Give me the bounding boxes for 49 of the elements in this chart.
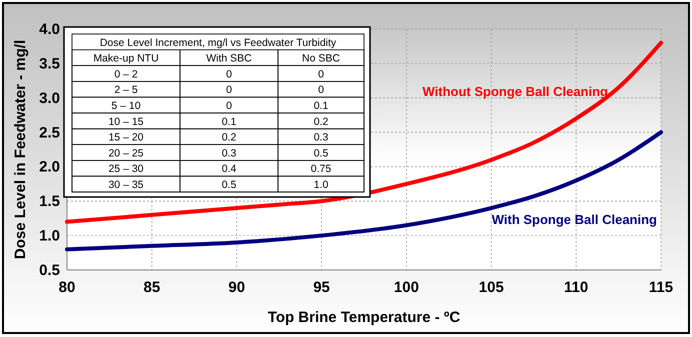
x-tick-label: 105	[478, 279, 504, 296]
annotation: 0.2	[222, 132, 236, 144]
x-tick-label: 100	[394, 279, 419, 296]
annotation: Make-up NTU	[93, 52, 159, 65]
annotation: 0.2	[314, 116, 328, 128]
annotation: 0	[226, 100, 232, 112]
x-tick-label: 95	[313, 279, 330, 296]
annotation: 0.5	[222, 179, 236, 191]
annotation: 0.1	[222, 116, 236, 128]
x-axis-title: Top Brine Temperature - ºC	[268, 309, 460, 326]
x-tick-label: 110	[564, 279, 588, 296]
x-tick-label: 80	[58, 279, 76, 296]
y-tick-label: 3.5	[39, 55, 60, 72]
y-tick-label: 2.5	[39, 124, 60, 142]
annotation: 30 – 35	[108, 179, 144, 191]
y-axis-title: Dose Level in Feedwater - mg/l	[12, 40, 29, 260]
annotation: No SBC	[302, 52, 340, 65]
y-tick-label: 2.0	[39, 158, 60, 176]
y-tick-label: 4.0	[39, 21, 60, 38]
annotation: 1.0	[314, 179, 328, 191]
annotation: With SBC	[206, 52, 252, 65]
x-tick-label: 115	[648, 279, 674, 296]
annotation: 0	[318, 68, 324, 80]
annotation: 0 – 2	[114, 68, 138, 80]
line-series	[65, 130, 663, 252]
y-tick-label: 1.0	[39, 228, 60, 245]
x-tick-label: 85	[144, 279, 160, 296]
annotation: 0.5	[314, 147, 328, 160]
y-tick-label: 3.0	[39, 90, 60, 107]
annotation: 0.3	[222, 147, 236, 160]
annotation: 15 – 20	[108, 132, 144, 144]
y-tick-label: 0.5	[39, 262, 60, 279]
annotation: 25 – 30	[108, 163, 144, 176]
y-tick-label: 1.5	[39, 193, 60, 210]
annotation: 0.4	[222, 163, 236, 176]
annotation: 10 – 15	[108, 116, 144, 128]
annotation: 0	[318, 84, 324, 96]
series-label: Without Sponge Ball Cleaning	[422, 84, 608, 99]
annotation: 5 – 10	[111, 100, 141, 112]
annotation: Dose Level Increment, mg/l vs Feedwater Turbidity	[100, 36, 337, 49]
annotation: 0.3	[314, 132, 328, 144]
annotation: 2 – 5	[114, 84, 138, 96]
series-label: With Sponge Ball Cleaning	[492, 212, 658, 227]
annotation: 20 – 25	[108, 147, 144, 160]
annotation: 0	[226, 68, 232, 80]
x-tick-label: 90	[228, 279, 246, 296]
annotation: 0.1	[314, 100, 328, 112]
annotation: 0.75	[310, 163, 332, 176]
annotation: 0	[226, 84, 232, 96]
